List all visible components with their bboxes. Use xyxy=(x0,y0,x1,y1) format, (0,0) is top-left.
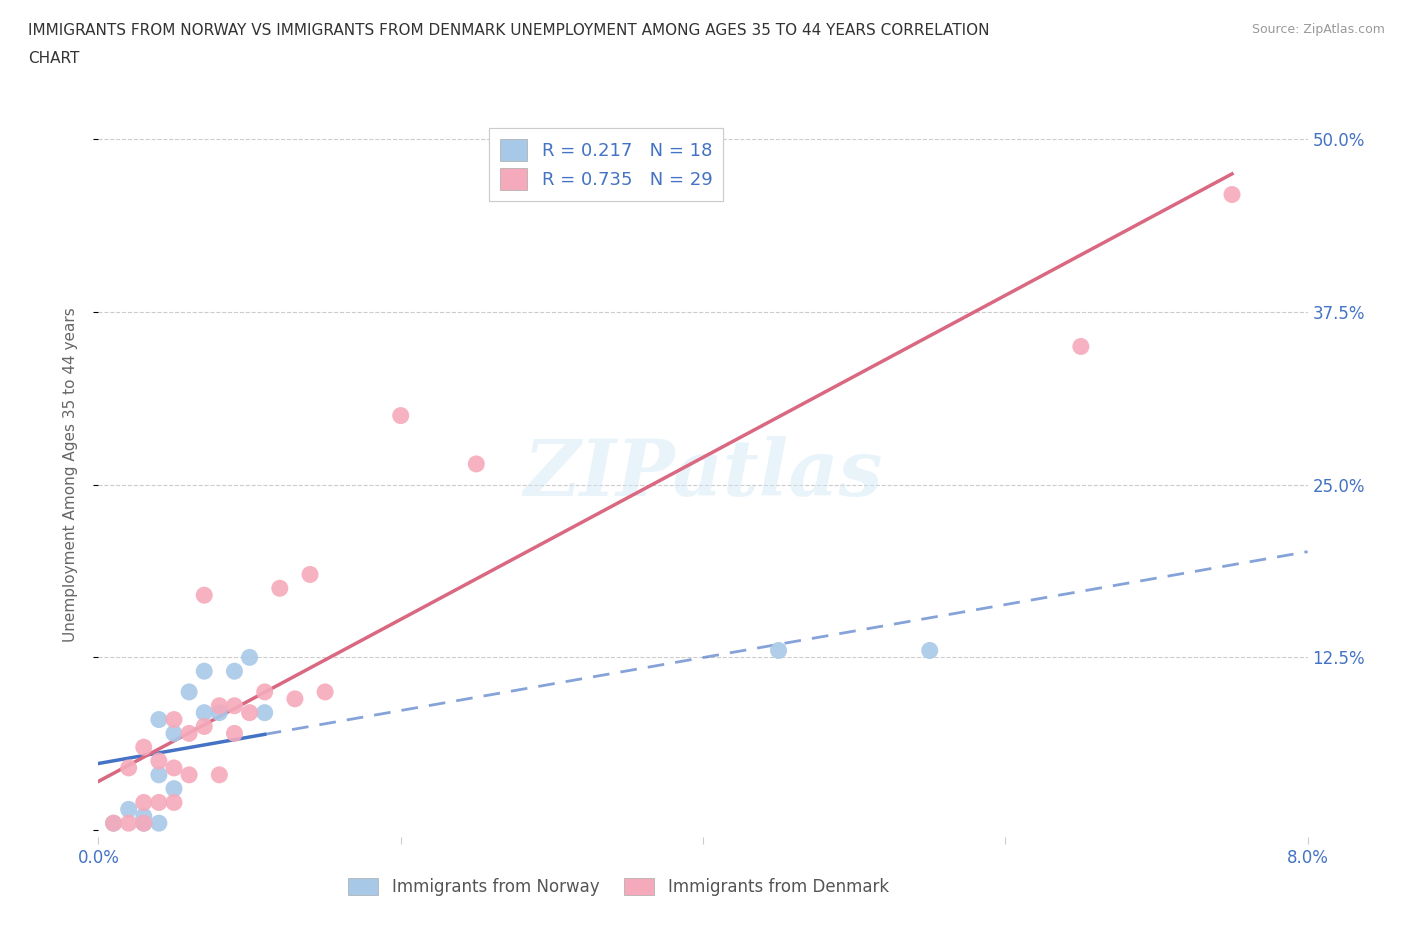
Point xyxy=(1070,339,1092,354)
Point xyxy=(208,705,231,720)
Point xyxy=(314,684,336,699)
Point xyxy=(284,691,307,706)
Point xyxy=(768,643,790,658)
Point xyxy=(193,705,215,720)
Point xyxy=(148,753,170,768)
Point xyxy=(132,816,155,830)
Point xyxy=(118,802,141,817)
Point xyxy=(224,698,246,713)
Point xyxy=(179,726,201,741)
Point xyxy=(299,567,322,582)
Point xyxy=(103,816,125,830)
Point xyxy=(132,816,155,830)
Text: CHART: CHART xyxy=(28,51,80,66)
Text: IMMIGRANTS FROM NORWAY VS IMMIGRANTS FROM DENMARK UNEMPLOYMENT AMONG AGES 35 TO : IMMIGRANTS FROM NORWAY VS IMMIGRANTS FRO… xyxy=(28,23,990,38)
Point xyxy=(163,781,186,796)
Point xyxy=(269,581,291,596)
Point xyxy=(103,816,125,830)
Legend: R = 0.217   N = 18, R = 0.735   N = 29: R = 0.217 N = 18, R = 0.735 N = 29 xyxy=(489,128,723,201)
Point xyxy=(224,664,246,679)
Point xyxy=(465,457,488,472)
Text: Source: ZipAtlas.com: Source: ZipAtlas.com xyxy=(1251,23,1385,36)
Point xyxy=(179,767,201,782)
Y-axis label: Unemployment Among Ages 35 to 44 years: Unemployment Among Ages 35 to 44 years xyxy=(63,307,77,642)
Point xyxy=(118,761,141,776)
Point xyxy=(239,705,262,720)
Point xyxy=(163,712,186,727)
Point xyxy=(148,795,170,810)
Point xyxy=(148,816,170,830)
Point xyxy=(163,795,186,810)
Point xyxy=(389,408,412,423)
Legend: Immigrants from Norway, Immigrants from Denmark: Immigrants from Norway, Immigrants from … xyxy=(342,871,896,903)
Point xyxy=(239,650,262,665)
Point xyxy=(918,643,941,658)
Point xyxy=(253,705,276,720)
Point xyxy=(1220,187,1243,202)
Point xyxy=(193,588,215,603)
Text: ZIPatlas: ZIPatlas xyxy=(523,436,883,512)
Point xyxy=(253,684,276,699)
Point xyxy=(132,795,155,810)
Point xyxy=(132,809,155,824)
Point xyxy=(208,698,231,713)
Point xyxy=(148,712,170,727)
Point xyxy=(163,761,186,776)
Point xyxy=(193,664,215,679)
Point xyxy=(179,684,201,699)
Point xyxy=(118,816,141,830)
Point xyxy=(163,726,186,741)
Point xyxy=(148,767,170,782)
Point xyxy=(132,739,155,754)
Point xyxy=(193,719,215,734)
Point xyxy=(224,726,246,741)
Point xyxy=(208,767,231,782)
